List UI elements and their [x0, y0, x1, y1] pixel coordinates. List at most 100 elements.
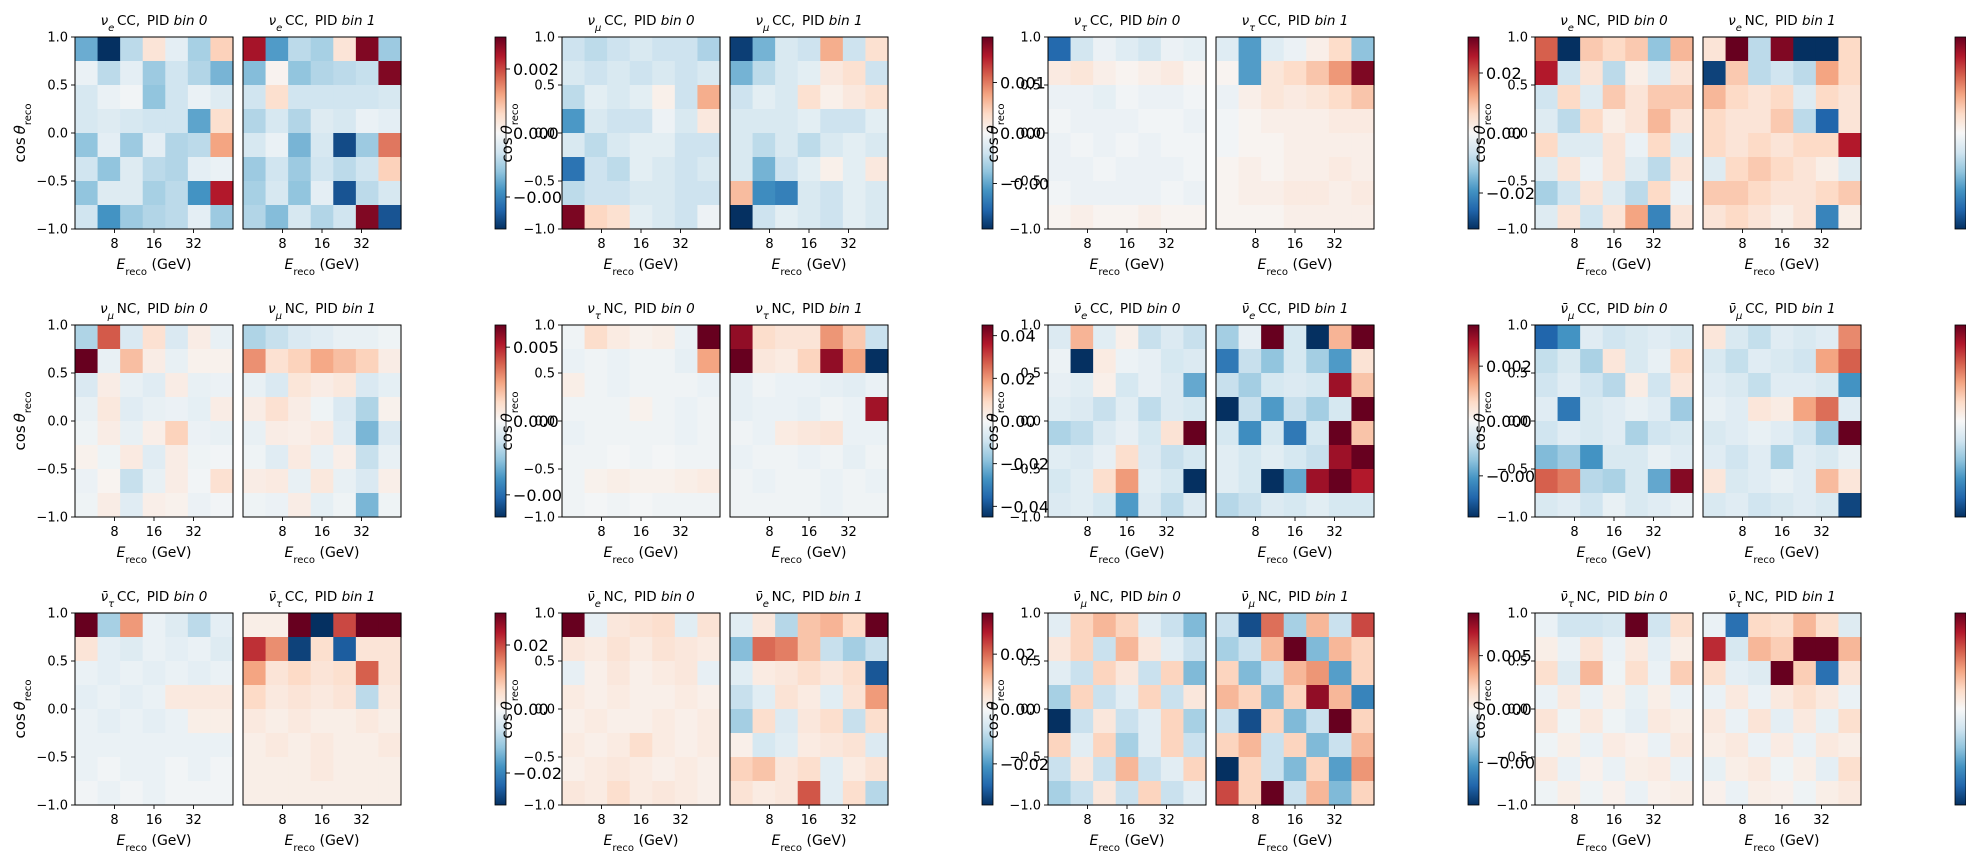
heatmap-cell — [210, 157, 234, 182]
heatmap-cell — [75, 205, 99, 230]
x-axis-label: Ereco (GeV) — [604, 833, 679, 854]
heatmap-cell — [797, 709, 821, 734]
y-tick-label: −1.0 — [1009, 799, 1041, 814]
x-tick-label: 16 — [146, 813, 163, 828]
heatmap-cell — [1138, 373, 1162, 398]
heatmap-cell — [1725, 85, 1749, 110]
heatmap-cell — [1306, 421, 1330, 446]
heatmap-cell — [1647, 373, 1672, 398]
heatmap-cell — [775, 349, 799, 374]
colorbar-tick-label: 0.04 — [1000, 327, 1036, 346]
heatmap-cell — [820, 469, 844, 494]
heatmap-cell — [607, 109, 631, 134]
heatmap-cell — [97, 85, 121, 110]
heatmap-cell — [1238, 397, 1262, 422]
heatmap-cell — [730, 37, 754, 62]
heatmap-cell — [1580, 157, 1604, 182]
heatmap-cell — [1670, 325, 1694, 350]
y-tick-label: 1.0 — [47, 31, 68, 46]
heatmap-cell — [1328, 37, 1353, 62]
heatmap-cell — [1160, 685, 1185, 710]
heatmap-cell — [652, 61, 676, 86]
heatmap-cell — [697, 205, 721, 230]
heatmap-cell — [1261, 349, 1285, 374]
heatmap-cell — [1725, 757, 1749, 782]
heatmap-cell — [562, 685, 586, 710]
heatmap-cell — [842, 325, 867, 350]
heatmap-cell — [562, 613, 586, 638]
heatmap-cell — [120, 37, 144, 62]
heatmap-cell — [1838, 661, 1862, 686]
heatmap-cell — [142, 709, 166, 734]
heatmap-cell — [1306, 661, 1330, 686]
heatmap-cell — [1328, 109, 1353, 134]
heatmap-cell — [1703, 493, 1727, 518]
heatmap-cell — [1602, 445, 1626, 470]
x-tick-label: 32 — [1645, 813, 1662, 828]
heatmap-cell — [797, 85, 821, 110]
heatmap-cell — [1602, 613, 1626, 638]
x-tick-label: 16 — [1606, 525, 1623, 540]
heatmap-cell — [1535, 469, 1559, 494]
heatmap-cell — [355, 349, 380, 374]
heatmap-cell — [730, 613, 754, 638]
heatmap-cell — [652, 205, 676, 230]
heatmap-cell — [355, 37, 380, 62]
heatmap-cell — [1183, 613, 1207, 638]
subplot-title: ν̄e NC, PID bin 0 — [587, 589, 695, 610]
heatmap-cell — [1070, 133, 1094, 158]
colorbar-tick-label: −0.005 — [1486, 753, 1545, 772]
heatmap-cell — [1351, 205, 1375, 230]
heatmap-cell — [697, 85, 721, 110]
heatmap-cell — [865, 469, 889, 494]
heatmap-cell — [1557, 421, 1581, 446]
heatmap-cell — [1283, 733, 1307, 758]
heatmap-cell — [1115, 733, 1139, 758]
colorbar-tick-label: 0.00 — [1486, 124, 1522, 143]
heatmap-cell — [1160, 757, 1185, 782]
heatmap-cell — [120, 85, 144, 110]
heatmap-cell — [1770, 757, 1794, 782]
heatmap-cell — [1261, 709, 1285, 734]
heatmap-cell — [288, 709, 312, 734]
heatmap-cell — [674, 157, 699, 182]
heatmap-cell — [1283, 613, 1307, 638]
heatmap-cell — [629, 613, 653, 638]
heatmap-cell — [120, 709, 144, 734]
heatmap-cell — [1048, 637, 1072, 662]
heatmap-cell — [1261, 85, 1285, 110]
y-tick-label: −1.0 — [36, 511, 68, 526]
heatmap-cell — [1115, 493, 1139, 518]
heatmap-cell — [1557, 181, 1581, 206]
heatmap-cell — [1557, 373, 1581, 398]
heatmap-cell — [355, 493, 380, 518]
heatmap-cell — [1048, 61, 1072, 86]
x-tick-label: 16 — [1119, 813, 1136, 828]
x-tick-label: 32 — [1813, 813, 1830, 828]
heatmap-cell — [730, 445, 754, 470]
y-tick-label: 0.5 — [1507, 655, 1528, 670]
heatmap-cell — [775, 637, 799, 662]
heatmap-cell — [1815, 373, 1840, 398]
heatmap-cell — [1093, 133, 1117, 158]
x-tick-label: 8 — [1251, 237, 1259, 252]
heatmap-cell — [1815, 157, 1840, 182]
heatmap-cell — [730, 781, 754, 806]
heatmap-cell — [1306, 37, 1330, 62]
heatmap-cell — [1647, 349, 1672, 374]
heatmap-cell — [142, 181, 166, 206]
heatmap-cell — [820, 85, 844, 110]
heatmap-cell — [775, 613, 799, 638]
heatmap-cell — [1602, 685, 1626, 710]
heatmap-cell — [1183, 421, 1207, 446]
heatmap-cell — [1647, 61, 1672, 86]
heatmap-cell — [1703, 61, 1727, 86]
heatmap-cell — [1283, 61, 1307, 86]
y-tick-label: 0.0 — [1507, 127, 1528, 142]
subplot-title: νe NC, PID bin 0 — [1560, 13, 1668, 34]
heatmap-cell — [1160, 205, 1185, 230]
